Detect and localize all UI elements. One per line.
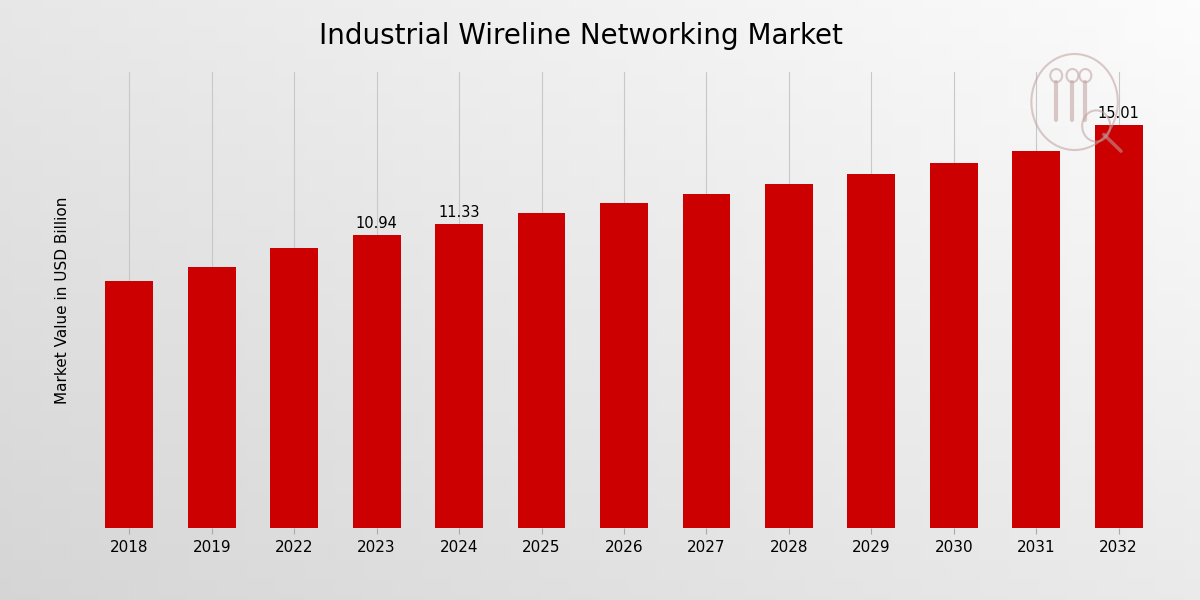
- Text: 11.33: 11.33: [438, 205, 480, 220]
- Bar: [1013, 151, 1060, 528]
- Y-axis label: Market Value in USD Billion: Market Value in USD Billion: [55, 196, 70, 404]
- Bar: [436, 224, 484, 528]
- Bar: [764, 184, 812, 528]
- Bar: [517, 213, 565, 528]
- Bar: [270, 248, 318, 528]
- Bar: [847, 174, 895, 528]
- Bar: [683, 194, 731, 528]
- Bar: [353, 235, 401, 528]
- Bar: [930, 163, 978, 528]
- Text: 10.94: 10.94: [355, 215, 397, 230]
- Bar: [600, 203, 648, 528]
- Bar: [106, 281, 154, 528]
- Text: 15.01: 15.01: [1098, 106, 1140, 121]
- Title: Industrial Wireline Networking Market: Industrial Wireline Networking Market: [319, 22, 842, 50]
- Bar: [1094, 125, 1142, 528]
- Bar: [188, 267, 235, 528]
